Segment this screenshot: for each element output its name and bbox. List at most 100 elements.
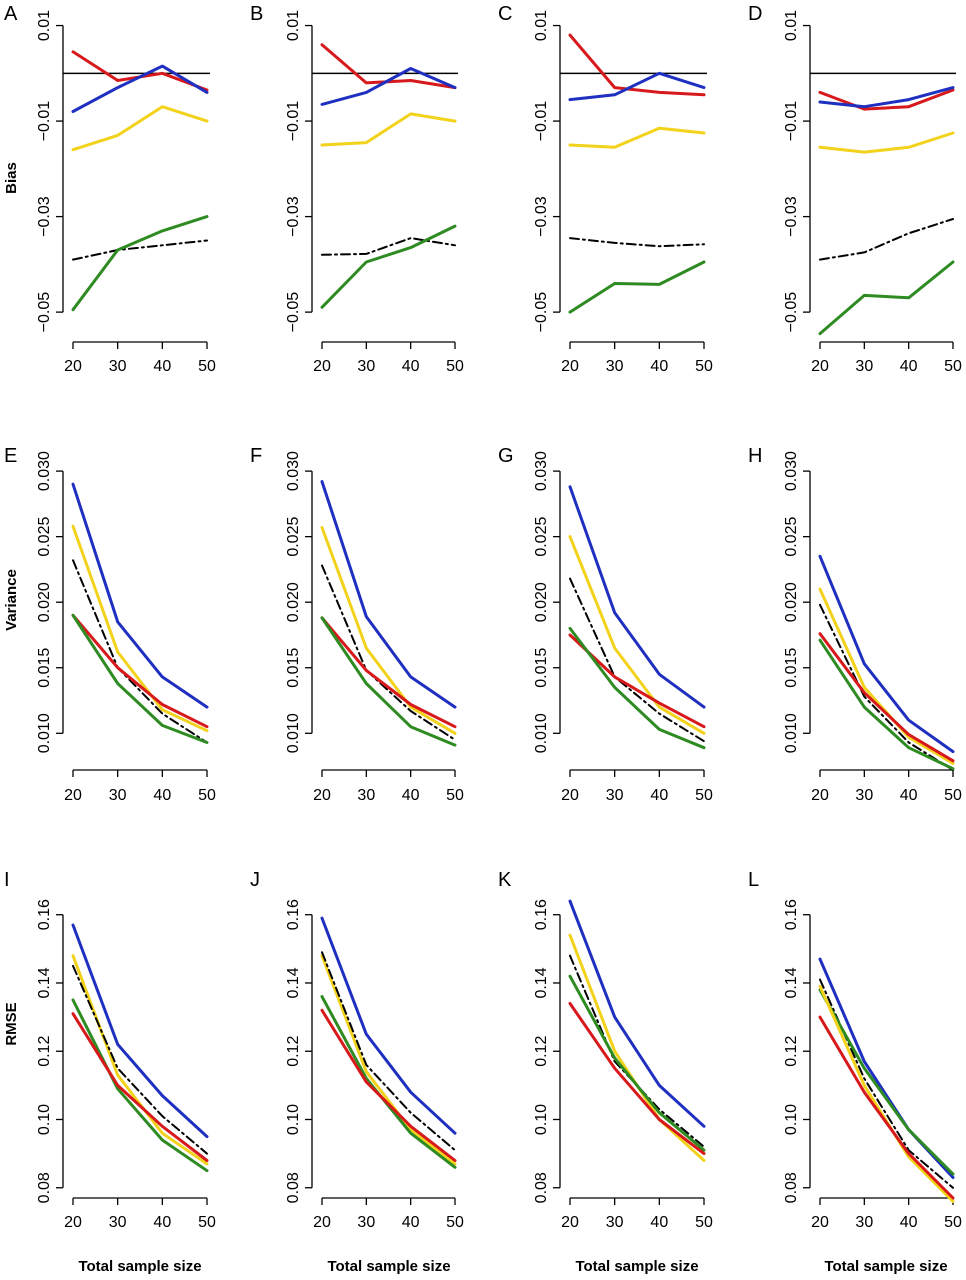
series-line-G-1 [568, 535, 706, 735]
panel-letter-F: F [250, 445, 262, 467]
series-line-J-4 [320, 1008, 457, 1162]
series-line-E-1 [71, 524, 209, 733]
y-tick-label-G: 0.015 [533, 648, 550, 688]
y-tick-label-D: 0.01 [783, 10, 800, 41]
y-tick-label-A: 0.01 [36, 10, 53, 41]
series-line-H-0 [818, 554, 955, 754]
series-line-L-2 [818, 988, 955, 1176]
x-tick-label-H: 30 [855, 787, 873, 804]
xlabel-panel-L: Total sample size [824, 1258, 947, 1275]
panel-letter-D: D [748, 3, 762, 25]
y-tick-label-A: −0.05 [36, 292, 53, 333]
x-tick-label-A: 30 [109, 358, 127, 375]
series-line-E-4 [71, 613, 209, 744]
y-tick-label-F: 0.025 [285, 517, 302, 557]
panel-letter-C: C [498, 3, 512, 25]
panel-J: J 0.08 0.10 0.12 0.14 0.16 20 30 40 50 [250, 869, 464, 1231]
y-tick-label-J: 0.16 [285, 899, 302, 930]
series-line-I-2 [72, 964, 208, 1155]
x-tick-label-K: 40 [650, 1214, 668, 1231]
y-tick-label-H: 0.020 [783, 582, 800, 622]
y-tick-label-C: −0.05 [533, 292, 550, 333]
x-tick-label-J: 40 [402, 1214, 420, 1231]
series-line-F-0 [320, 480, 457, 709]
x-tick-label-C: 50 [695, 358, 713, 375]
series-line-F-4 [320, 616, 457, 747]
x-tick-label-E: 20 [64, 787, 82, 804]
x-tick-label-H: 40 [900, 787, 918, 804]
y-tick-label-B: −0.03 [285, 196, 302, 237]
x-tick-label-G: 50 [695, 787, 713, 804]
series-line-C-1 [568, 71, 706, 102]
y-tick-label-H: 0.030 [783, 451, 800, 491]
y-tick-label-H: 0.025 [783, 517, 800, 557]
panel-D: D −0.05 −0.03 −0.01 0.01 20 30 40 50 [748, 3, 962, 375]
series-line-G-3 [568, 633, 706, 729]
series-line-C-0 [568, 33, 706, 97]
x-tick-label-J: 50 [446, 1214, 464, 1231]
panel-G: G 0.010 0.015 0.020 0.025 0.030 20 30 40 50 [498, 445, 713, 804]
y-tick-label-F: 0.030 [285, 451, 302, 491]
panel-letter-G: G [498, 445, 514, 467]
y-tick-label-A: −0.01 [36, 101, 53, 142]
x-tick-label-I: 20 [64, 1214, 82, 1231]
ylabel-bias: Bias [3, 162, 20, 194]
y-tick-label-I: 0.08 [36, 1172, 53, 1203]
x-tick-label-E: 40 [153, 787, 171, 804]
x-tick-label-G: 20 [561, 787, 579, 804]
y-tick-label-E: 0.020 [36, 582, 53, 622]
series-line-H-4 [818, 638, 955, 771]
y-tick-label-F: 0.020 [285, 582, 302, 622]
panel-E: E 0.010 0.015 0.020 0.025 0.030 20 30 40 50 [4, 445, 216, 804]
y-tick-label-I: 0.14 [36, 967, 53, 998]
series-line-J-3 [320, 995, 457, 1169]
series-line-D-0 [818, 88, 955, 111]
series-line-A-3 [72, 239, 208, 261]
x-tick-label-F: 40 [402, 787, 420, 804]
series-line-C-4 [568, 260, 706, 314]
x-tick-label-I: 40 [153, 1214, 171, 1231]
x-tick-label-B: 50 [446, 358, 464, 375]
y-tick-label-K: 0.14 [533, 967, 550, 998]
series-line-J-1 [320, 954, 457, 1166]
y-tick-label-B: −0.01 [285, 101, 302, 142]
series-line-D-1 [818, 86, 955, 109]
y-tick-label-F: 0.010 [285, 713, 302, 753]
series-line-B-1 [320, 67, 457, 106]
y-tick-label-C: 0.01 [533, 10, 550, 41]
series-line-E-2 [72, 559, 208, 744]
series-line-F-2 [321, 564, 456, 741]
y-tick-label-G: 0.025 [533, 517, 550, 557]
x-tick-label-I: 30 [109, 1214, 127, 1231]
x-tick-label-D: 30 [855, 358, 873, 375]
panel-letter-B: B [250, 3, 263, 25]
xlabel-panel-I: Total sample size [78, 1258, 201, 1275]
series-line-C-3 [569, 237, 705, 248]
y-tick-label-E: 0.010 [36, 713, 53, 753]
panel-letter-A: A [4, 3, 18, 25]
series-line-K-0 [568, 899, 706, 1128]
y-tick-label-G: 0.010 [533, 713, 550, 753]
y-tick-label-J: 0.08 [285, 1172, 302, 1203]
panel-letter-E: E [4, 445, 17, 467]
x-tick-label-F: 30 [357, 787, 375, 804]
x-tick-label-C: 20 [561, 358, 579, 375]
series-line-F-3 [320, 616, 457, 729]
panel-H: H 0.010 0.015 0.020 0.025 0.030 20 30 40 50 [748, 445, 962, 804]
x-tick-label-H: 50 [944, 787, 962, 804]
x-tick-label-E: 50 [198, 787, 216, 804]
y-tick-label-F: 0.015 [285, 648, 302, 688]
panel-K: K 0.08 0.10 0.12 0.14 0.16 20 30 40 50 [498, 869, 713, 1231]
series-line-K-4 [568, 1002, 706, 1156]
y-tick-label-A: −0.03 [36, 196, 53, 237]
x-tick-label-K: 50 [695, 1214, 713, 1231]
x-tick-label-K: 30 [606, 1214, 624, 1231]
y-tick-label-C: −0.03 [533, 196, 550, 237]
series-line-J-0 [320, 916, 457, 1135]
panel-B: B −0.05 −0.03 −0.01 0.01 20 30 40 50 [250, 3, 464, 375]
y-tick-label-D: −0.03 [783, 196, 800, 237]
series-line-L-1 [819, 978, 954, 1189]
y-tick-label-G: 0.030 [533, 451, 550, 491]
x-tick-label-A: 20 [64, 358, 82, 375]
y-tick-label-E: 0.015 [36, 648, 53, 688]
